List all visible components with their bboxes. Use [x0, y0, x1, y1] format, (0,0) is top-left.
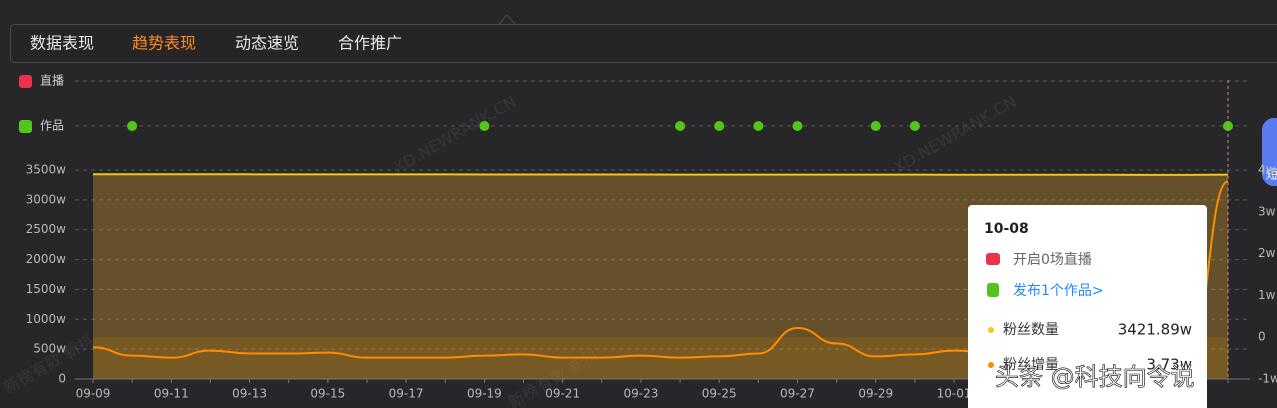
event-dot[interactable] — [675, 121, 686, 131]
event-icon — [19, 75, 32, 88]
tooltip-live: 开启0场直播 — [1013, 251, 1092, 268]
tooltip-value: 3421.89w — [1118, 321, 1192, 339]
tooltip-works[interactable]: 发布1个作品> — [1013, 283, 1104, 299]
x-tick-label: 09-13 — [232, 387, 267, 401]
x-tick-label: 10-01 — [937, 387, 972, 401]
event-dot[interactable] — [870, 121, 881, 131]
event-row-label: 作品 — [40, 119, 64, 133]
tab[interactable]: 动态速览 — [235, 34, 299, 53]
y2-tick-label: 2w — [1258, 246, 1276, 260]
line-series — [92, 173, 1229, 176]
event-dot[interactable] — [1223, 121, 1233, 131]
watermark: XD.NEWRANK.CN — [890, 92, 1019, 178]
y2-tick-label: -1w — [1258, 372, 1277, 386]
y2-tick-label: 3w — [1258, 204, 1276, 218]
x-tick-label: 09-29 — [858, 387, 893, 401]
tab[interactable]: 数据表现 — [30, 34, 94, 53]
side-badge-text: 短 — [1266, 168, 1277, 182]
caption: 头条 @科技向令说 — [995, 363, 1195, 391]
tooltip-dot — [988, 327, 994, 333]
y-tick-label: 3000w — [26, 192, 67, 206]
x-tick-label: 09-17 — [389, 387, 424, 401]
x-tick-label: 09-25 — [702, 387, 737, 401]
tooltip-name: 粉丝数量 — [1003, 322, 1059, 338]
tab-bar — [10, 24, 1277, 63]
event-dot[interactable] — [479, 121, 490, 131]
tooltip-value: 3.73w — [1146, 356, 1192, 374]
y-tick-label: 0 — [58, 372, 66, 386]
tab[interactable]: 趋势表现 — [132, 34, 196, 53]
y-tick-label: 1500w — [26, 282, 67, 296]
y-tick-label: 1000w — [26, 312, 67, 326]
y2-tick-label: 0 — [1258, 330, 1266, 344]
fans-area — [93, 174, 1228, 379]
event-row-label: 直播 — [40, 74, 64, 88]
x-tick-label: 09-21 — [545, 387, 580, 401]
y-tick-label: 2000w — [26, 252, 67, 266]
tooltip-name: 粉丝增量 — [1003, 357, 1059, 373]
x-tick-label: 09-23 — [623, 387, 658, 401]
tooltip — [968, 205, 1207, 408]
watermark: XD.NEWRANK.CN — [390, 92, 519, 178]
y-tick-label: 500w — [33, 342, 66, 356]
tooltip-icon — [986, 253, 1000, 265]
x-tick-label: 09-19 — [467, 387, 502, 401]
side-badge[interactable] — [1262, 118, 1277, 186]
tooltip-dot — [988, 362, 994, 368]
tab[interactable]: 合作推广 — [338, 34, 402, 53]
event-dot[interactable] — [714, 121, 725, 131]
event-dot[interactable] — [909, 121, 920, 131]
x-tick-label: 09-27 — [780, 387, 815, 401]
event-icon — [19, 120, 32, 133]
x-tick-label: 09-15 — [310, 387, 345, 401]
event-dot[interactable] — [753, 121, 764, 131]
event-dot[interactable] — [792, 121, 803, 131]
y2-tick-label: 4w — [1258, 163, 1276, 177]
tooltip-icon — [987, 283, 999, 297]
x-tick-label: 09-11 — [154, 387, 189, 401]
y-tick-label: 2500w — [26, 222, 67, 236]
tooltip-date: 10-08 — [984, 221, 1029, 237]
y2-tick-label: 1w — [1258, 288, 1276, 302]
y-tick-label: 3500w — [26, 163, 67, 177]
x-tick-label: 09-09 — [76, 387, 111, 401]
event-dot[interactable] — [127, 121, 138, 131]
tab-pointer — [498, 14, 516, 25]
